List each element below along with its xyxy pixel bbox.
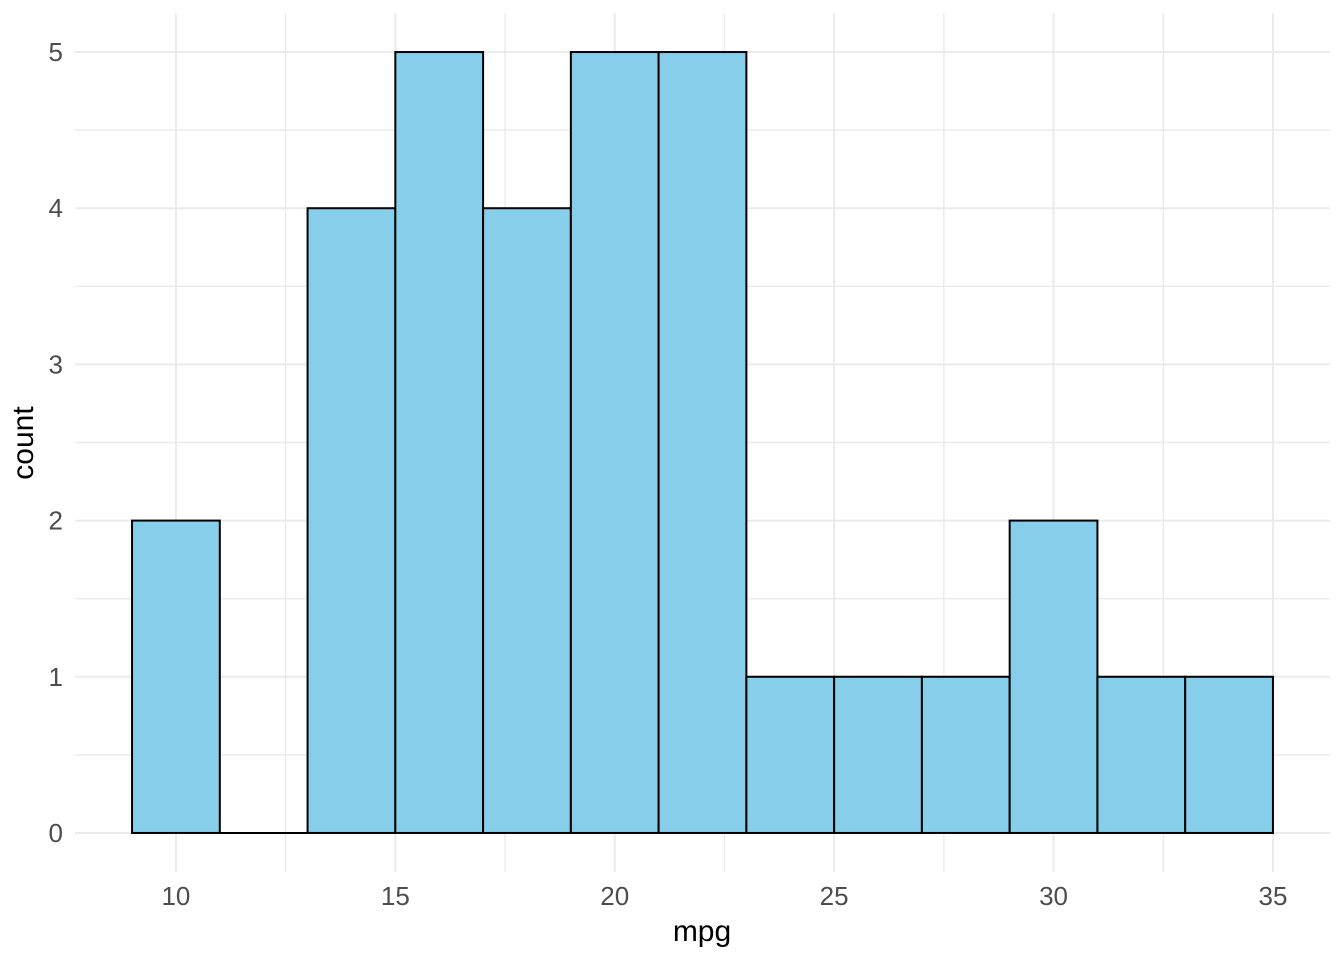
histogram-bar — [920, 675, 1011, 834]
y-tick-label: 1 — [49, 662, 63, 692]
x-axis-tick-labels: 10 15 20 25 30 35 — [161, 881, 1287, 911]
histogram-bar — [1008, 519, 1099, 834]
histogram-bar — [833, 675, 923, 834]
histogram-bar — [569, 51, 660, 834]
x-axis-title: mpg — [673, 915, 731, 948]
x-tick-label: 30 — [1039, 881, 1068, 911]
x-tick-label: 10 — [161, 881, 190, 911]
y-tick-label: 0 — [49, 818, 63, 848]
y-axis-title: count — [7, 406, 40, 480]
histogram-bar — [394, 51, 485, 834]
x-tick-label: 25 — [820, 881, 849, 911]
y-tick-label: 4 — [49, 193, 63, 223]
y-axis-tick-labels: 0 1 2 3 4 5 — [49, 37, 63, 848]
y-tick-label: 5 — [49, 37, 63, 67]
x-tick-label: 35 — [1258, 881, 1287, 911]
histogram-bar — [1184, 675, 1274, 834]
histogram-bars — [131, 51, 1274, 834]
x-tick-label: 15 — [381, 881, 410, 911]
plot-panel — [75, 13, 1330, 872]
histogram-bar — [306, 207, 397, 834]
histogram-bar — [657, 51, 748, 834]
histogram-bar — [131, 519, 221, 834]
x-tick-label: 20 — [600, 881, 629, 911]
y-tick-label: 3 — [49, 349, 63, 379]
histogram-bar — [745, 675, 836, 834]
histogram-bar — [1096, 675, 1187, 834]
y-tick-label: 2 — [49, 506, 63, 536]
histogram-bar — [482, 207, 572, 834]
